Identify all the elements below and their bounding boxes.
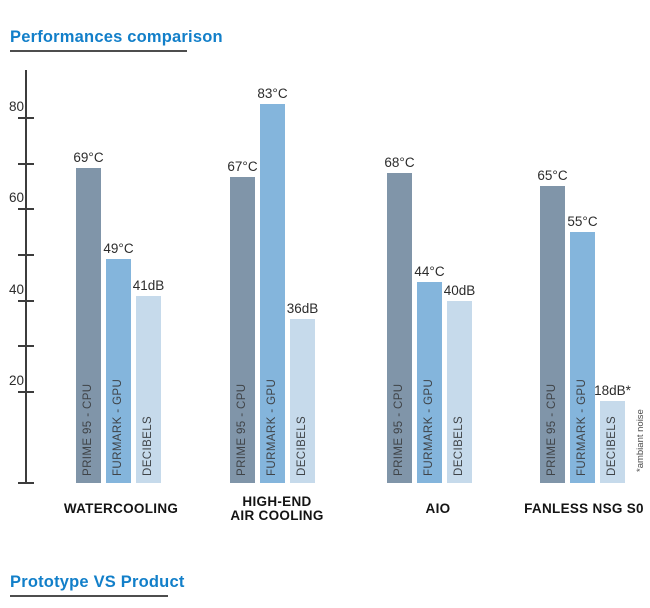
bar-furmark-gpu: [570, 232, 595, 483]
bar-value-label: 83°C: [257, 86, 288, 102]
y-axis-tick: [18, 482, 34, 484]
ambient-noise-annotation: *ambiant noise: [635, 409, 646, 472]
category-label: WATERCOOLING: [31, 502, 211, 516]
y-axis-tick: [18, 162, 34, 165]
y-axis-tick-label: 80: [8, 99, 24, 114]
bar-value-label: 40dB: [443, 282, 476, 298]
bar-series-name-label: FURMARK - GPU: [112, 378, 124, 476]
bar-prime-95-cpu: [387, 172, 412, 483]
bar-value-label: 41dB: [132, 277, 165, 293]
y-axis-tick-label: 60: [8, 190, 24, 206]
bar-value-label: 67°C: [227, 159, 258, 175]
category-label-line: FANLESS NSG S0: [524, 501, 644, 516]
bar-furmark-gpu: [260, 104, 285, 483]
bar-value-label: 49°C: [103, 241, 134, 257]
bar-series-name-label: FURMARK - GPU: [266, 378, 278, 476]
bar-value-label: 55°C: [567, 214, 598, 230]
bar-prime-95-cpu: [230, 177, 255, 483]
bar-series-name-label: PRIME 95 - CPU: [546, 383, 558, 476]
category-label-line: WATERCOOLING: [63, 501, 179, 516]
bar-value-label: 65°C: [537, 168, 568, 184]
category-label-line: HIGH-END: [242, 494, 312, 509]
bar-series-name-label: DECIBELS: [606, 415, 618, 476]
category-label-line: AIO: [425, 501, 451, 516]
bar-series-name-label: PRIME 95 - CPU: [393, 383, 405, 476]
y-axis-line: [25, 70, 27, 484]
bar-decibels: [600, 400, 625, 483]
bar-series-name-label: PRIME 95 - CPU: [236, 383, 248, 476]
category-label: FANLESS NSG S0: [494, 502, 650, 516]
bar-series-name-label: FURMARK - GPU: [576, 378, 588, 476]
bar-furmark-gpu: [417, 282, 442, 483]
y-axis-tick: [18, 117, 34, 119]
bar-decibels: [290, 318, 315, 483]
y-axis-tick: [18, 345, 34, 348]
y-axis-tick: [18, 208, 34, 211]
bar-prime-95-cpu: [540, 186, 565, 483]
bar-series-name-label: PRIME 95 - CPU: [82, 383, 94, 476]
footer-underline: [10, 595, 168, 597]
bar-value-label: 18dB*: [594, 382, 631, 398]
y-axis-tick: [18, 253, 34, 256]
bar-value-label: 44°C: [414, 264, 445, 280]
bar-prime-95-cpu: [76, 168, 101, 483]
y-axis-tick: [18, 299, 34, 302]
bar-series-name-label: DECIBELS: [453, 415, 465, 476]
bar-chart: 80 60 40 20 69°C PRIME 95 - CPU 67°C PRIME 95 -…: [8, 70, 650, 523]
bar-series-name-label: DECIBELS: [296, 415, 308, 476]
title-underline: [10, 50, 187, 52]
y-axis-tick-label: 20: [8, 372, 24, 388]
bar-value-label: 36dB: [286, 300, 319, 316]
bar-value-label: 69°C: [73, 150, 104, 166]
category-label: HIGH-END AIR COOLING: [187, 495, 367, 523]
bar-decibels: [447, 300, 472, 483]
page-title: Performances comparison: [10, 28, 223, 46]
bar-furmark-gpu: [106, 259, 131, 483]
bar-decibels: [136, 295, 161, 483]
category-label: AIO: [348, 502, 528, 516]
y-axis-tick: [18, 390, 34, 393]
bar-value-label: 68°C: [384, 154, 415, 170]
y-axis-tick-label: 40: [8, 281, 24, 297]
bar-series-name-label: DECIBELS: [142, 415, 154, 476]
category-label-line: AIR COOLING: [230, 508, 324, 523]
footer-section-title: Prototype VS Product: [10, 573, 185, 591]
